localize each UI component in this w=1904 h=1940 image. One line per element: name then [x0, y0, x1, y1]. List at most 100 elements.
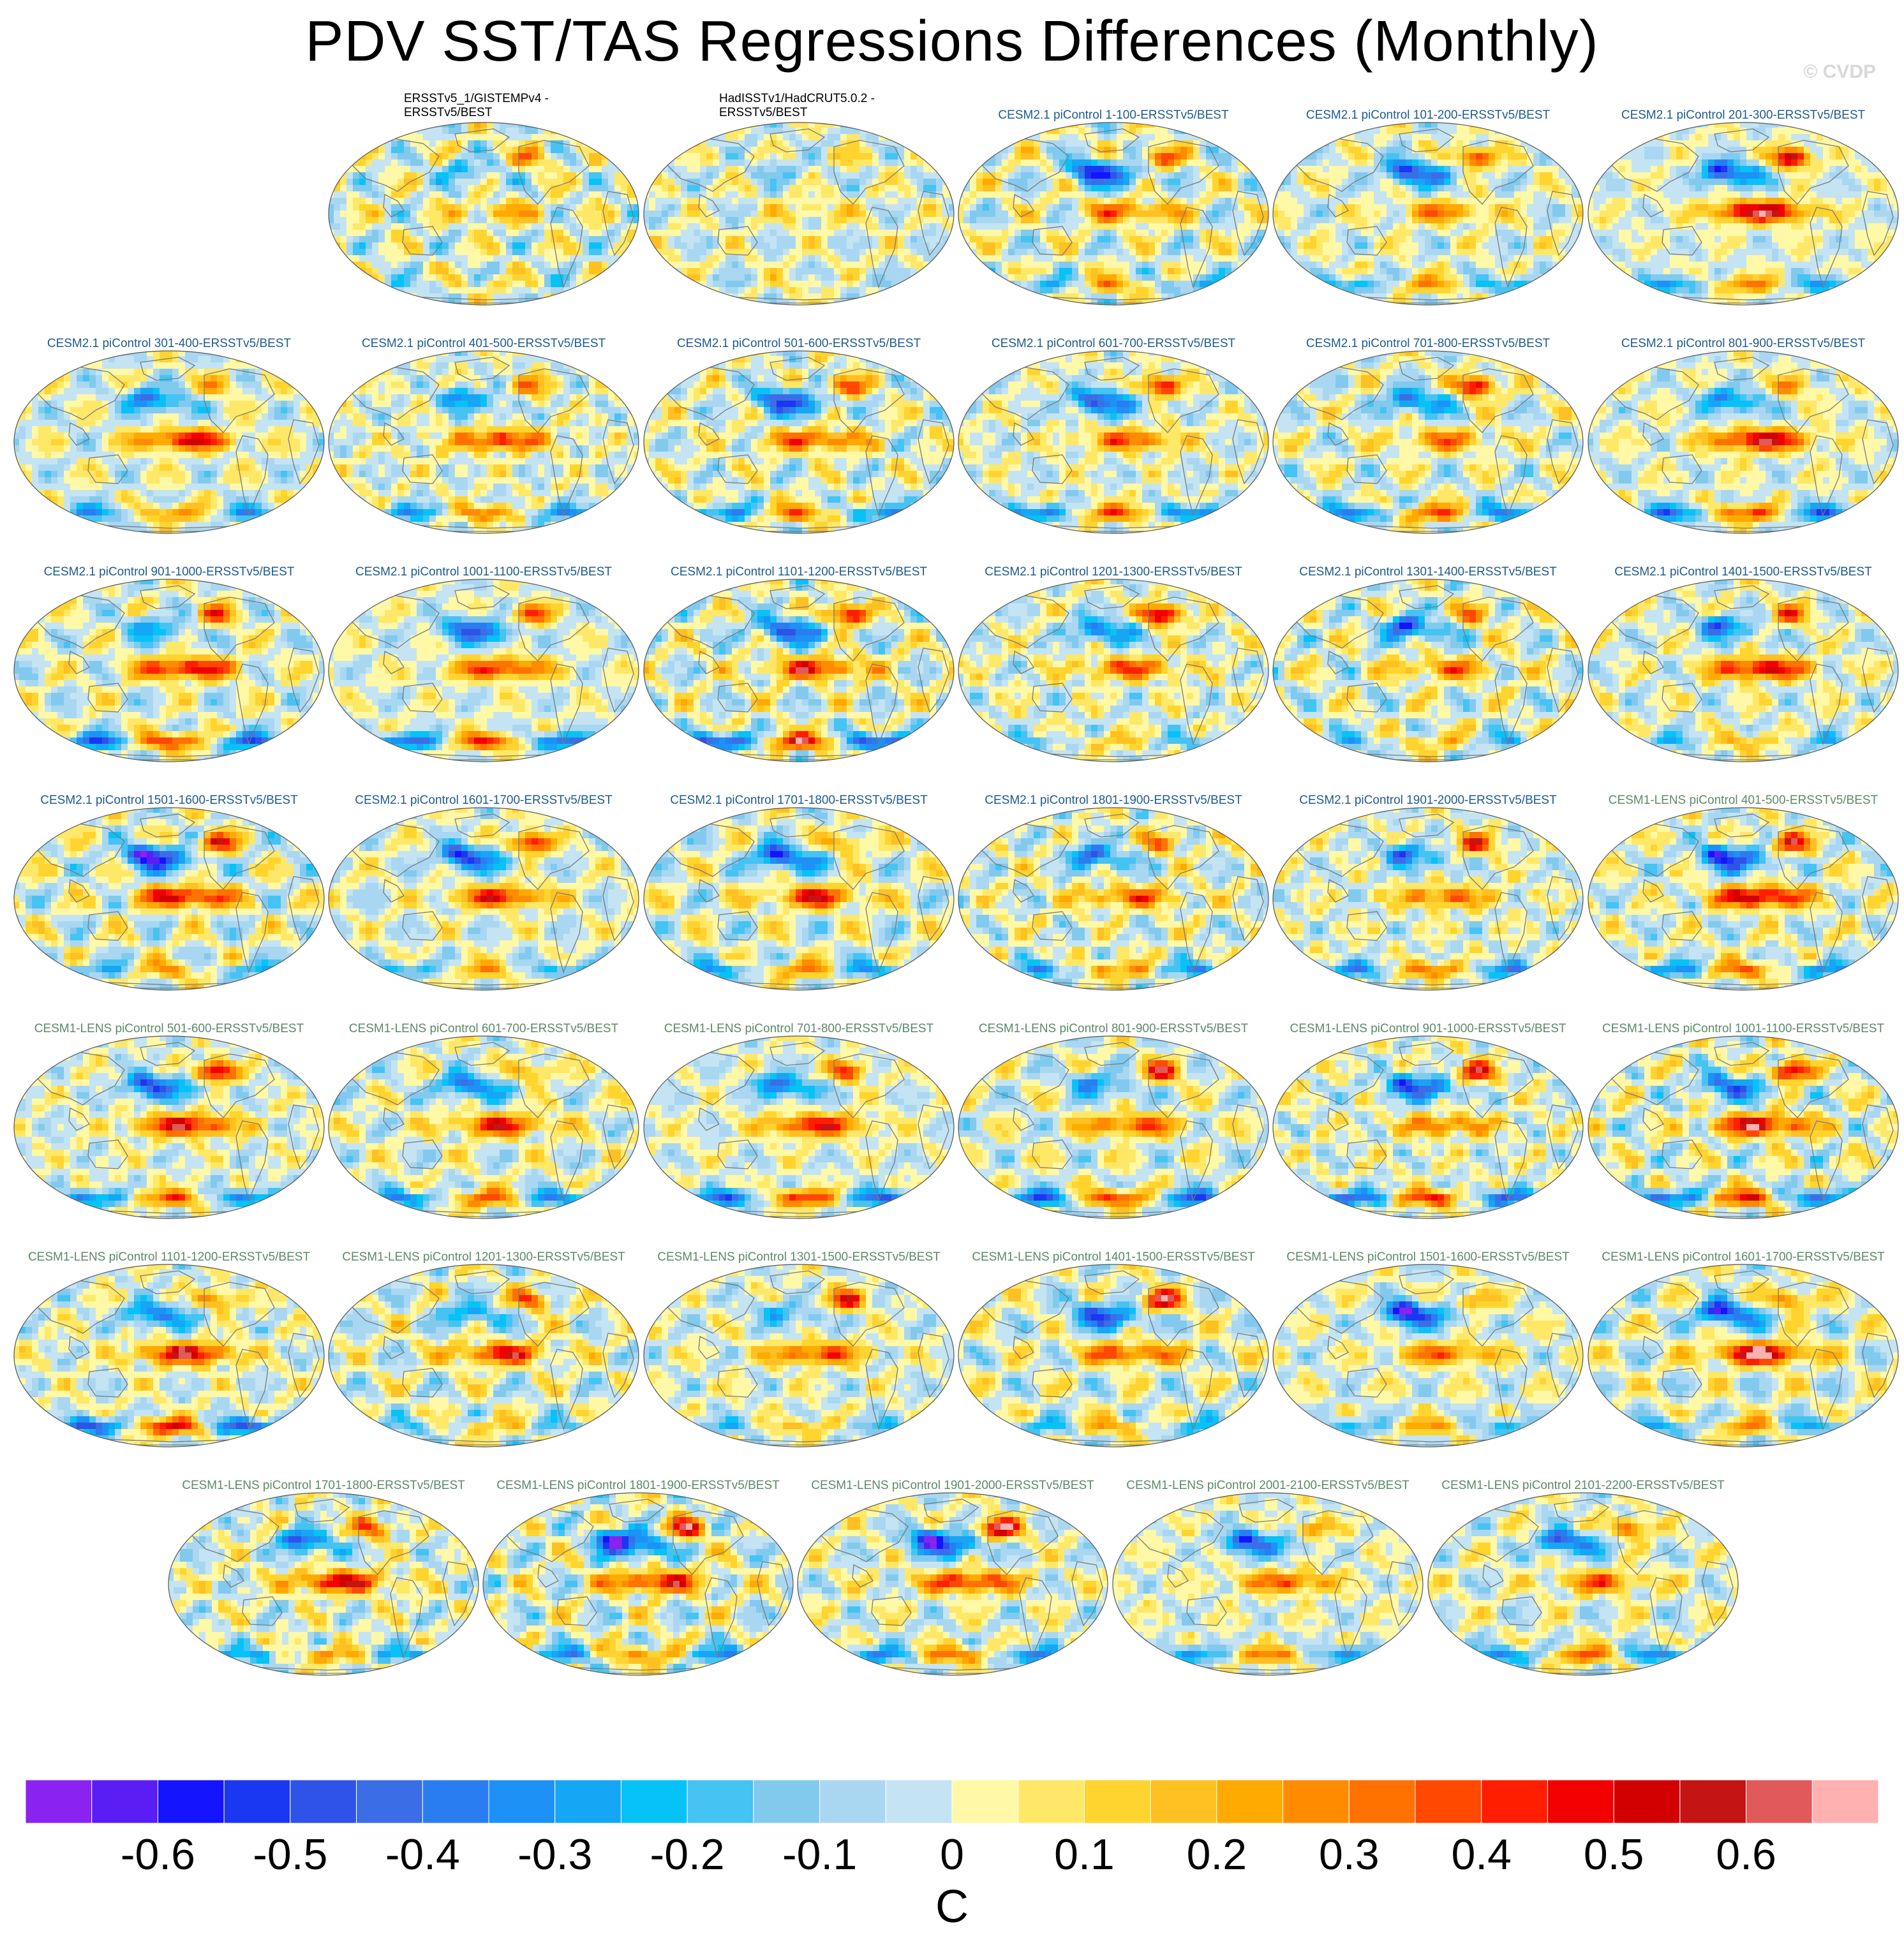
colorbar-cell	[1746, 1780, 1813, 1823]
colorbar-tick-label: -0.4	[385, 1830, 460, 1879]
map-plot	[1272, 1035, 1584, 1219]
map-border	[1588, 122, 1899, 306]
map-border	[797, 1492, 1108, 1676]
panel-title: CESM1-LENS piControl 1601-1700-ERSSTv5/B…	[1587, 1231, 1900, 1267]
map-field	[329, 1264, 639, 1447]
map-border	[1427, 1492, 1739, 1676]
map-plot	[328, 1264, 639, 1448]
map-panel: CESM2.1 piControl 901-1000-ERSSTv5/BEST	[13, 546, 325, 763]
colorbar-tick-label: 0.4	[1451, 1830, 1512, 1879]
map-plot	[643, 350, 955, 534]
map-panel: CESM1-LENS piControl 1001-1100-ERSSTv5/B…	[1587, 1003, 1900, 1220]
map-border	[328, 1264, 639, 1448]
map-border	[643, 350, 955, 534]
map-panel: CESM1-LENS piControl 1201-1300-ERSSTv5/B…	[327, 1231, 640, 1448]
panel-title: HadISSTv1/HadCRUT5.0.2 - ERSSTv5/BEST	[643, 89, 955, 128]
map-plot	[1588, 122, 1899, 306]
map-border	[13, 579, 325, 762]
map-panel: CESM2.1 piControl 1101-1200-ERSSTv5/BEST	[643, 546, 955, 763]
panel-title: CESM2.1 piControl 1-100-ERSSTv5/BEST	[957, 89, 1270, 125]
colorbar-cell	[819, 1780, 886, 1823]
colorbar-cell	[157, 1780, 225, 1823]
map-panel: ERSSTv5_1/GISTEMPv4 - ERSSTv5/BEST	[327, 89, 640, 306]
map-plot	[1272, 122, 1584, 306]
map-plot	[328, 1035, 639, 1219]
panel-title: CESM1-LENS piControl 601-700-ERSSTv5/BES…	[327, 1003, 640, 1039]
map-border	[958, 579, 1269, 762]
map-panel: CESM2.1 piControl 801-900-ERSSTv5/BEST	[1587, 318, 1900, 535]
map-border	[1272, 350, 1584, 534]
panel-title: CESM2.1 piControl 401-500-ERSSTv5/BEST	[327, 318, 640, 353]
colorbar-tick-labels: -0.6 -0.5 -0.4 -0.3 -0.2 -0.1 0 0.1 0.2 0.3 0.4 0.5…	[0, 1830, 1904, 1881]
panel-title: CESM1-LENS piControl 1801-1900-ERSSTv5/B…	[482, 1460, 794, 1495]
map-border	[328, 122, 639, 306]
colorbar-cell	[422, 1780, 489, 1823]
map-border	[1588, 807, 1899, 991]
colorbar-cell	[26, 1780, 93, 1823]
panel-title: CESM1-LENS piControl 1301-1500-ERSSTv5/B…	[643, 1231, 955, 1267]
panel-title: CESM2.1 piControl 701-800-ERSSTv5/BEST	[1272, 318, 1584, 353]
map-plot	[1272, 579, 1584, 762]
map-panel: CESM2.1 piControl 701-800-ERSSTv5/BEST	[1272, 318, 1584, 535]
colorbar-cell	[620, 1780, 688, 1823]
colorbar-cell	[1216, 1780, 1284, 1823]
map-plot	[13, 807, 325, 991]
colorbar-tick-label: 0.2	[1187, 1830, 1247, 1879]
map-panel: CESM1-LENS piControl 401-500-ERSSTv5/BES…	[1587, 774, 1900, 991]
map-panel: CESM2.1 piControl 1401-1500-ERSSTv5/BEST	[1587, 546, 1900, 763]
panel-title: CESM2.1 piControl 1501-1600-ERSSTv5/BEST	[13, 774, 325, 810]
map-field	[958, 1036, 1268, 1218]
panel-title: CESM2.1 piControl 1001-1100-ERSSTv5/BEST	[327, 546, 640, 582]
colorbar-tick-label: 0.5	[1584, 1830, 1644, 1879]
panel-title: CESM1-LENS piControl 401-500-ERSSTv5/BES…	[1587, 774, 1900, 810]
map-plot	[1272, 807, 1584, 991]
map-panel: CESM1-LENS piControl 1901-2000-ERSSTv5/B…	[796, 1460, 1109, 1677]
map-border	[958, 350, 1269, 534]
panel-title: CESM2.1 piControl 901-1000-ERSSTv5/BEST	[13, 546, 325, 582]
page-title: PDV SST/TAS Regressions Differences (Mon…	[0, 9, 1904, 75]
map-border	[13, 1264, 325, 1448]
panel-title: CESM1-LENS piControl 1001-1100-ERSSTv5/B…	[1587, 1003, 1900, 1039]
colorbar-cell	[1679, 1780, 1747, 1823]
map-panel: CESM1-LENS piControl 901-1000-ERSSTv5/BE…	[1272, 1003, 1584, 1220]
map-field	[958, 1264, 1268, 1447]
colorbar-cell	[1481, 1780, 1548, 1823]
colorbar-tick-label: -0.5	[253, 1830, 327, 1879]
panel-title: CESM2.1 piControl 101-200-ERSSTv5/BEST	[1272, 89, 1584, 125]
panel-title-line1: HadISSTv1/HadCRUT5.0.2 -	[719, 92, 955, 106]
panel-title: CESM2.1 piControl 1301-1400-ERSSTv5/BEST	[1272, 546, 1584, 582]
colorbar-cell	[1811, 1780, 1878, 1823]
map-border	[1272, 122, 1584, 306]
map-border	[1272, 1035, 1584, 1219]
map-panel: CESM2.1 piControl 1301-1400-ERSSTv5/BEST	[1272, 546, 1584, 763]
map-border	[1272, 1264, 1584, 1448]
map-field	[168, 1493, 479, 1675]
map-border	[958, 807, 1269, 991]
map-field	[14, 1264, 324, 1447]
colorbar-cell	[488, 1780, 556, 1823]
panel-title: CESM1-LENS piControl 1201-1300-ERSSTv5/B…	[327, 1231, 640, 1267]
map-panel: CESM1-LENS piControl 1601-1700-ERSSTv5/B…	[1587, 1231, 1900, 1448]
map-plot	[1588, 579, 1899, 762]
map-border	[1588, 1264, 1899, 1448]
map-panel: CESM2.1 piControl 1501-1600-ERSSTv5/BEST	[13, 774, 325, 991]
cvdp-watermark: © CVDP	[1803, 61, 1876, 83]
colorbar-cell	[1283, 1780, 1350, 1823]
colorbar-cell	[1150, 1780, 1217, 1823]
map-panel: CESM1-LENS piControl 1501-1600-ERSSTv5/B…	[1272, 1231, 1584, 1448]
colorbar-unit-label: C	[0, 1881, 1904, 1933]
colorbar-cell	[290, 1780, 357, 1823]
map-panel: CESM2.1 piControl 1901-2000-ERSSTv5/BEST	[1272, 774, 1584, 991]
map-panel: CESM1-LENS piControl 1701-1800-ERSSTv5/B…	[167, 1460, 480, 1677]
map-border	[328, 350, 639, 534]
map-border	[643, 122, 955, 306]
map-field	[1588, 1036, 1898, 1218]
map-panel: CESM1-LENS piControl 1101-1200-ERSSTv5/B…	[13, 1231, 325, 1448]
colorbar-cell	[1613, 1780, 1681, 1823]
map-plot	[1112, 1492, 1424, 1676]
map-plot	[328, 579, 639, 762]
colorbar-tick-label: -0.6	[121, 1830, 195, 1879]
map-border	[13, 1035, 325, 1219]
map-border	[643, 579, 955, 762]
panel-title: CESM2.1 piControl 801-900-ERSSTv5/BEST	[1587, 318, 1900, 353]
